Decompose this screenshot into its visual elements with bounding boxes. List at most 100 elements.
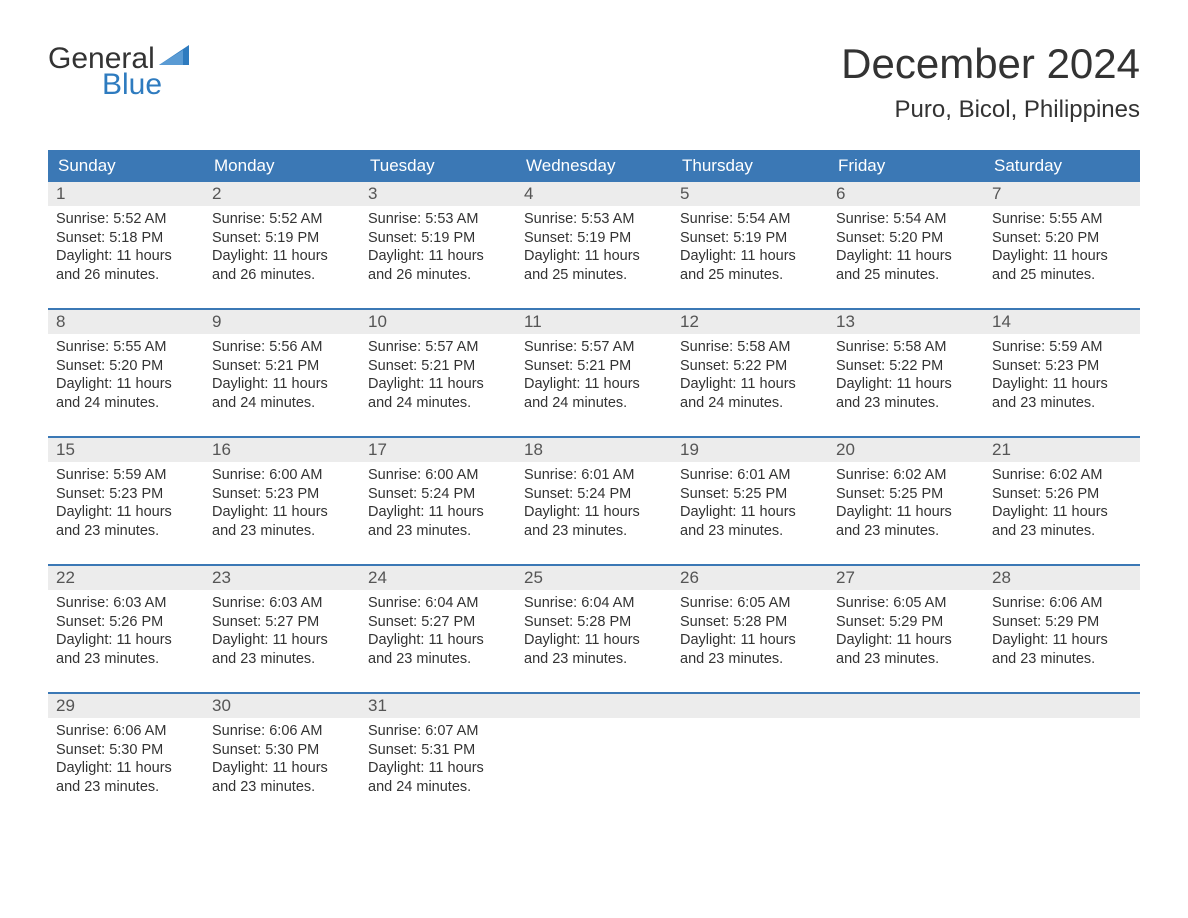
day-body: Sunrise: 6:04 AMSunset: 5:28 PMDaylight:…	[516, 590, 672, 678]
day-line-ss: Sunset: 5:22 PM	[680, 357, 820, 376]
day-number-row: 12	[672, 310, 828, 334]
day-number-row: 25	[516, 566, 672, 590]
day-number: 16	[212, 440, 231, 459]
day-line-ss: Sunset: 5:24 PM	[524, 485, 664, 504]
day-number: 18	[524, 440, 543, 459]
day-line-ss: Sunset: 5:29 PM	[992, 613, 1132, 632]
day-line-ss: Sunset: 5:27 PM	[368, 613, 508, 632]
day-line-sr: Sunrise: 5:52 AM	[212, 210, 352, 229]
day-line-ss: Sunset: 5:22 PM	[836, 357, 976, 376]
day-line-d2: and 23 minutes.	[56, 522, 196, 541]
day-line-sr: Sunrise: 6:01 AM	[680, 466, 820, 485]
day-line-sr: Sunrise: 5:54 AM	[680, 210, 820, 229]
day-line-d2: and 24 minutes.	[368, 778, 508, 797]
day-number-row: 18	[516, 438, 672, 462]
day-cell: 14Sunrise: 5:59 AMSunset: 5:23 PMDayligh…	[984, 310, 1140, 436]
day-line-d1: Daylight: 11 hours	[836, 375, 976, 394]
month-title: December 2024	[841, 40, 1140, 88]
day-cell: 4Sunrise: 5:53 AMSunset: 5:19 PMDaylight…	[516, 182, 672, 308]
day-line-d2: and 23 minutes.	[836, 522, 976, 541]
day-number-row: 5	[672, 182, 828, 206]
day-number-row: 17	[360, 438, 516, 462]
day-body: Sunrise: 5:57 AMSunset: 5:21 PMDaylight:…	[516, 334, 672, 422]
day-body: Sunrise: 6:02 AMSunset: 5:25 PMDaylight:…	[828, 462, 984, 550]
day-cell: 22Sunrise: 6:03 AMSunset: 5:26 PMDayligh…	[48, 566, 204, 692]
day-number-row: 3	[360, 182, 516, 206]
day-number-row: 15	[48, 438, 204, 462]
day-line-d2: and 23 minutes.	[368, 650, 508, 669]
day-cell: 7Sunrise: 5:55 AMSunset: 5:20 PMDaylight…	[984, 182, 1140, 308]
day-number-row: 16	[204, 438, 360, 462]
logo-flag-icon	[159, 40, 189, 72]
day-number-row: 24	[360, 566, 516, 590]
day-line-ss: Sunset: 5:25 PM	[836, 485, 976, 504]
day-cell: 2Sunrise: 5:52 AMSunset: 5:19 PMDaylight…	[204, 182, 360, 308]
day-cell: 30Sunrise: 6:06 AMSunset: 5:30 PMDayligh…	[204, 694, 360, 820]
day-line-sr: Sunrise: 6:00 AM	[212, 466, 352, 485]
day-number: 30	[212, 696, 231, 715]
day-line-ss: Sunset: 5:25 PM	[680, 485, 820, 504]
day-line-d2: and 26 minutes.	[56, 266, 196, 285]
day-cell: 12Sunrise: 5:58 AMSunset: 5:22 PMDayligh…	[672, 310, 828, 436]
day-number-row: 4	[516, 182, 672, 206]
day-number: 12	[680, 312, 699, 331]
day-cell: 31Sunrise: 6:07 AMSunset: 5:31 PMDayligh…	[360, 694, 516, 820]
day-number: 19	[680, 440, 699, 459]
day-line-d1: Daylight: 11 hours	[368, 631, 508, 650]
day-line-sr: Sunrise: 5:55 AM	[56, 338, 196, 357]
day-header-thursday: Thursday	[672, 150, 828, 182]
day-line-d2: and 25 minutes.	[680, 266, 820, 285]
day-line-d2: and 23 minutes.	[992, 650, 1132, 669]
day-line-d1: Daylight: 11 hours	[56, 375, 196, 394]
day-line-sr: Sunrise: 5:57 AM	[368, 338, 508, 357]
day-line-sr: Sunrise: 6:06 AM	[212, 722, 352, 741]
week-row: 8Sunrise: 5:55 AMSunset: 5:20 PMDaylight…	[48, 308, 1140, 436]
day-number-row: 28	[984, 566, 1140, 590]
day-cell: 16 Sunrise: 6:00 AMSunset: 5:23 PMDayligh…	[204, 438, 360, 564]
day-cell: 3Sunrise: 5:53 AMSunset: 5:19 PMDaylight…	[360, 182, 516, 308]
day-header-sunday: Sunday	[48, 150, 204, 182]
day-line-sr: Sunrise: 5:59 AM	[56, 466, 196, 485]
day-line-d1: Daylight: 11 hours	[680, 631, 820, 650]
day-number: 26	[680, 568, 699, 587]
day-number-row: 20	[828, 438, 984, 462]
day-line-d1: Daylight: 11 hours	[992, 631, 1132, 650]
day-cell: 21Sunrise: 6:02 AMSunset: 5:26 PMDayligh…	[984, 438, 1140, 564]
day-line-d2: and 25 minutes.	[836, 266, 976, 285]
day-body: Sunrise: 6:04 AMSunset: 5:27 PMDaylight:…	[360, 590, 516, 678]
day-number-row: 13	[828, 310, 984, 334]
day-line-d2: and 24 minutes.	[368, 394, 508, 413]
day-cell: 26Sunrise: 6:05 AMSunset: 5:28 PMDayligh…	[672, 566, 828, 692]
day-body: Sunrise: 5:53 AMSunset: 5:19 PMDaylight:…	[516, 206, 672, 294]
day-cell: 24Sunrise: 6:04 AMSunset: 5:27 PMDayligh…	[360, 566, 516, 692]
day-line-ss: Sunset: 5:20 PM	[836, 229, 976, 248]
day-number: 20	[836, 440, 855, 459]
day-line-d2: and 24 minutes.	[212, 394, 352, 413]
day-line-ss: Sunset: 5:21 PM	[368, 357, 508, 376]
day-body: Sunrise: 6:00 AMSunset: 5:23 PMDaylight:…	[204, 462, 360, 550]
day-line-d2: and 23 minutes.	[212, 522, 352, 541]
week-row: 1Sunrise: 5:52 AMSunset: 5:18 PMDaylight…	[48, 182, 1140, 308]
day-number-row: 7	[984, 182, 1140, 206]
day-cell: 11Sunrise: 5:57 AMSunset: 5:21 PMDayligh…	[516, 310, 672, 436]
day-body: Sunrise: 6:06 AMSunset: 5:30 PMDaylight:…	[48, 718, 204, 806]
day-body: Sunrise: 5:52 AMSunset: 5:18 PMDaylight:…	[48, 206, 204, 294]
day-line-d1: Daylight: 11 hours	[524, 247, 664, 266]
day-cell: .	[516, 694, 672, 820]
day-line-sr: Sunrise: 6:06 AM	[992, 594, 1132, 613]
logo-word-blue: Blue	[48, 69, 189, 101]
day-line-ss: Sunset: 5:23 PM	[212, 485, 352, 504]
day-line-ss: Sunset: 5:26 PM	[56, 613, 196, 632]
day-number: 31	[368, 696, 387, 715]
day-cell: 27Sunrise: 6:05 AMSunset: 5:29 PMDayligh…	[828, 566, 984, 692]
day-line-d2: and 23 minutes.	[56, 650, 196, 669]
day-line-ss: Sunset: 5:19 PM	[680, 229, 820, 248]
day-line-sr: Sunrise: 6:04 AM	[368, 594, 508, 613]
day-cell: .	[672, 694, 828, 820]
day-line-ss: Sunset: 5:23 PM	[992, 357, 1132, 376]
day-line-d1: Daylight: 11 hours	[836, 247, 976, 266]
day-line-sr: Sunrise: 6:04 AM	[524, 594, 664, 613]
day-number: 15	[56, 440, 75, 459]
day-number-row: 8	[48, 310, 204, 334]
day-number: 28	[992, 568, 1011, 587]
